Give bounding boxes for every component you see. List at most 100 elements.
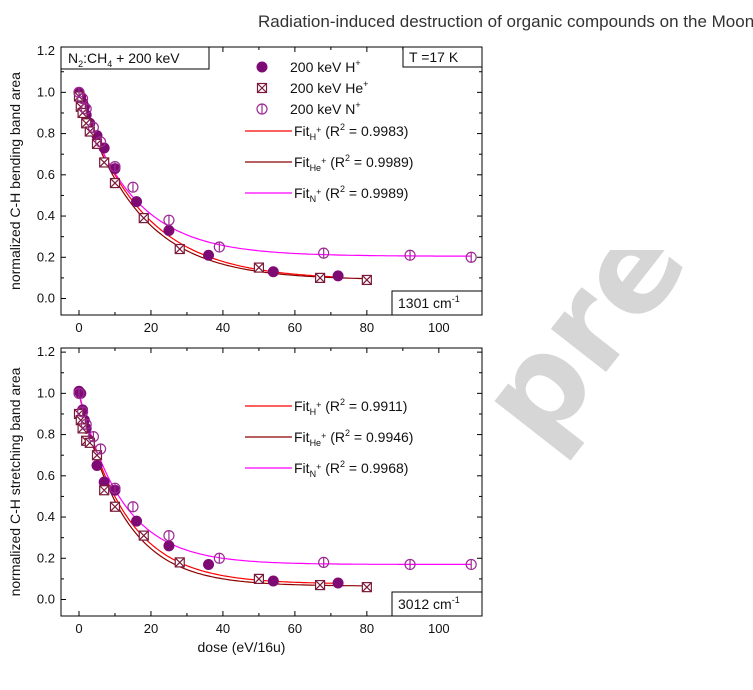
sample-title-box: N2:CH4 + 200 keV (60, 46, 210, 70)
legend-label-he: 200 keV He+ (290, 79, 368, 96)
data-point (73, 387, 85, 399)
figure: 0 20 40 60 80 100 0.0 0.2 0.4 0.6 0.8 1.0 1.2 normali… (7, 43, 483, 655)
title-box-frame (60, 46, 210, 70)
data-point (109, 177, 121, 189)
data-point (91, 460, 103, 472)
data-point (109, 160, 121, 173)
data-point (332, 577, 344, 589)
y-tick-label: 0.0 (37, 291, 55, 306)
sample-title: N2:CH4 + 200 keV (68, 50, 180, 69)
band-label-box: 1301 cm-1 (391, 290, 483, 316)
chart-panel-top: 0 20 40 60 80 100 0.0 0.2 0.4 0.6 0.8 1.0 1.2 normali… (7, 43, 483, 335)
data-point (94, 136, 107, 148)
y-tick-label: 0.8 (37, 126, 55, 141)
y-axis-label: normalized C-H bending band area (7, 72, 23, 290)
data-point (109, 501, 121, 512)
temperature-box: T =17 K (402, 46, 483, 68)
data-point (465, 558, 477, 571)
data-point (163, 214, 175, 226)
x-tick-label: 40 (216, 320, 230, 335)
data-point (99, 485, 110, 496)
y-tick-label: 0.2 (37, 249, 55, 264)
data-point (253, 573, 265, 584)
x-tick-label: 0 (75, 621, 82, 636)
data-point (465, 251, 477, 263)
fit-line-n (78, 92, 472, 257)
data-point (76, 406, 89, 418)
data-point (318, 556, 330, 569)
marker-cross (81, 118, 92, 129)
data-point (213, 552, 225, 564)
data-point (109, 482, 121, 494)
marker-cross (138, 530, 149, 541)
legend-marker-he (256, 82, 268, 94)
page-header: Radiation-induced destruction of organic… (258, 12, 753, 31)
y-tick-label: 0.4 (37, 208, 55, 223)
marker-cross (253, 262, 264, 273)
data-point (314, 272, 326, 283)
x-tick-label: 20 (144, 621, 158, 636)
band-box-text: 3012 cm-1 (398, 595, 460, 612)
data-point (404, 249, 416, 261)
y-tick-label: 1.2 (37, 43, 55, 58)
marker-cross (174, 557, 185, 568)
x-tick-label: 60 (288, 320, 302, 335)
y-axis-label: normalized C-H stretching band area (7, 367, 23, 596)
marker-cross (99, 485, 110, 496)
x-tick-label: 20 (144, 320, 158, 335)
data-point (174, 243, 185, 255)
fit-line-n (78, 393, 472, 565)
legend-fit-label-he: FitHe+ (R2 = 0.9946) (294, 428, 413, 448)
legend-label-h: 200 keV H+ (290, 58, 361, 75)
series-h (73, 385, 344, 589)
y-tick-label: 0.4 (37, 509, 55, 524)
marker-cross (361, 582, 372, 593)
legend-marker-n (256, 103, 268, 115)
marker-cross (110, 178, 120, 188)
marker-cross (138, 213, 149, 224)
x-tick-label: 40 (216, 621, 230, 636)
marker-cross (361, 275, 372, 285)
marker-cross (315, 272, 326, 283)
marker-cross (257, 83, 267, 93)
legend-fit-label-h: FitH+ (R2 = 0.9983) (294, 122, 408, 142)
legend: 200 keV H+ 200 keV He+ 200 keV N+ FitH+ (R2… (245, 58, 413, 204)
data-point (80, 418, 92, 430)
marker-cross (174, 244, 185, 254)
series-n (73, 387, 477, 571)
y-tick-label: 1.2 (37, 344, 55, 359)
y-tick-label: 0.6 (37, 468, 55, 483)
legend-marker-h (256, 61, 268, 73)
plot-frame (60, 46, 483, 316)
data-point (99, 157, 110, 168)
data-point (361, 582, 372, 593)
legend-fit-label-n: FitN+ (R2 = 0.9989) (294, 184, 408, 204)
series-he (73, 91, 372, 286)
band-label-box: 3012 cm-1 (391, 591, 483, 617)
data-point (213, 241, 225, 253)
data-point (87, 431, 99, 443)
marker-cross (110, 501, 120, 512)
band-box-text: 1301 cm-1 (398, 294, 460, 311)
legend-fit-label-he: FitHe+ (R2 = 0.9989) (294, 153, 413, 173)
data-point (84, 437, 95, 448)
plot-frame (60, 347, 483, 617)
x-tick-label: 100 (428, 320, 450, 335)
y-tick-label: 0.2 (37, 550, 55, 565)
temperature-box-frame (402, 46, 483, 68)
data-point (318, 247, 330, 259)
marker-cross (315, 580, 326, 591)
data-point (174, 557, 185, 568)
data-point (87, 121, 99, 134)
data-point (404, 558, 416, 571)
y-tick-label: 1.0 (37, 385, 55, 400)
data-point (131, 515, 143, 527)
data-point (127, 181, 139, 193)
legend: FitH+ (R2 = 0.9911) FitHe+ (R2 = 0.9946) F… (245, 397, 413, 479)
marker-cross (253, 573, 264, 584)
data-point (314, 579, 326, 591)
data-point (127, 501, 139, 513)
data-point (203, 558, 215, 570)
x-tick-label: 60 (288, 621, 302, 636)
data-point (76, 92, 89, 105)
